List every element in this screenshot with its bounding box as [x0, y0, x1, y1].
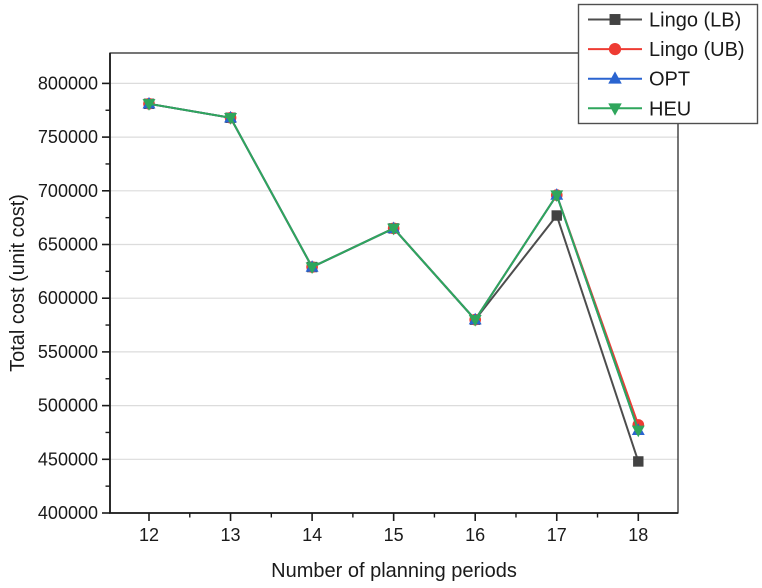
series-line-1	[148, 102, 640, 462]
y-axis-title: Total cost (unit cost)	[7, 194, 29, 372]
series-1-marker	[551, 210, 562, 221]
series-layer	[142, 96, 645, 467]
legend-label: OPT	[649, 69, 690, 91]
series-1-marker	[633, 456, 644, 467]
x-tick-label: 14	[302, 525, 322, 545]
x-tick-label: 16	[465, 525, 485, 545]
y-tick-label: 550000	[38, 342, 98, 362]
legend-triangle-up-icon	[608, 71, 622, 84]
y-tick-label: 650000	[38, 235, 98, 255]
series-4-marker	[224, 113, 237, 125]
legend-square-icon	[609, 14, 621, 25]
x-tick-label: 17	[547, 525, 567, 545]
x-axis-title: Number of planning periods	[271, 560, 517, 582]
x-tick-label: 18	[628, 525, 648, 545]
y-tick-label: 600000	[38, 288, 98, 308]
y-tick-label: 450000	[38, 449, 98, 469]
legend-label: Lingo (LB)	[649, 10, 741, 32]
x-tick-label: 15	[384, 525, 404, 545]
series-line-2	[148, 102, 640, 426]
legend-label: Lingo (UB)	[649, 39, 745, 61]
legend-triangle-down-icon	[608, 103, 622, 116]
y-tick-label: 750000	[38, 127, 98, 147]
legend-item-4: HEU	[588, 98, 691, 120]
legend: Lingo (LB) Lingo (UB) OPT HEU	[577, 3, 759, 125]
legend-label: HEU	[649, 98, 691, 120]
legend-item-3: OPT	[588, 69, 690, 91]
y-tick-label: 500000	[38, 396, 98, 416]
x-tick-label: 12	[139, 525, 159, 545]
series-4-marker	[631, 425, 645, 438]
gridlines-layer	[111, 82, 678, 460]
series-4-marker	[468, 314, 482, 327]
series-4-marker	[142, 99, 156, 111]
y-tick-label: 800000	[38, 73, 98, 93]
legend-box	[577, 3, 759, 125]
series-4-marker	[550, 190, 564, 203]
series-line-3	[148, 102, 640, 431]
y-tick-label: 400000	[38, 503, 98, 523]
series-4-marker	[305, 262, 319, 274]
series-4-marker	[387, 223, 401, 236]
series-line-4	[148, 102, 640, 431]
legend-item-2: Lingo (UB)	[588, 39, 745, 61]
legend-circle-icon	[608, 42, 622, 56]
x-tick-label: 13	[221, 525, 241, 545]
legend-item-1: Lingo (LB)	[588, 10, 741, 32]
y-tick-label: 700000	[38, 181, 98, 201]
ticks-layer: 400000 450000 500000 550000 600000 650000 7000…	[38, 73, 648, 545]
